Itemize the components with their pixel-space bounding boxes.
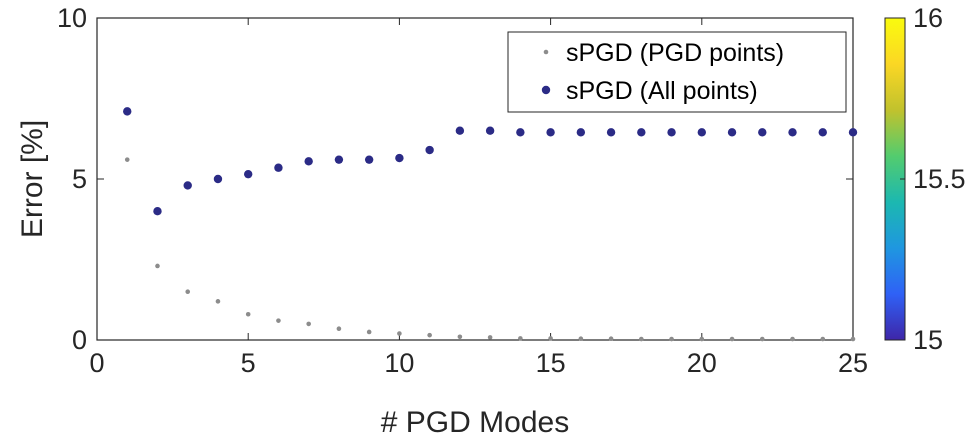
x-tick-label: 25 <box>838 348 868 378</box>
point-series-0 <box>397 331 402 336</box>
point-series-1 <box>516 128 525 137</box>
point-series-0 <box>427 332 432 338</box>
point-series-1 <box>758 128 767 137</box>
colorbar-tick-label: 15 <box>913 325 943 355</box>
point-series-1 <box>244 169 253 179</box>
point-series-1 <box>576 128 586 137</box>
x-axis-label: # PGD Modes <box>381 406 569 439</box>
legend-label: sPGD (PGD points) <box>566 39 784 67</box>
point-series-1 <box>788 128 797 137</box>
point-series-0 <box>518 336 523 341</box>
point-series-1 <box>274 163 283 172</box>
point-series-1 <box>425 145 434 155</box>
point-series-0 <box>457 334 463 340</box>
point-series-1 <box>334 155 344 164</box>
point-series-1 <box>455 126 465 135</box>
colorbar-tick-label: 16 <box>913 3 943 33</box>
point-series-0 <box>699 336 705 342</box>
point-series-1 <box>848 128 858 137</box>
point-series-1 <box>213 174 223 184</box>
point-series-1 <box>697 128 706 137</box>
point-series-1 <box>485 126 495 135</box>
y-tick-label: 0 <box>72 325 87 355</box>
point-series-1 <box>364 155 374 164</box>
legend-label: sPGD (All points) <box>566 77 758 105</box>
point-series-0 <box>759 336 765 342</box>
point-series-0 <box>215 299 221 304</box>
y-axis-label: Error [%] <box>16 120 49 238</box>
legend-marker <box>543 49 549 55</box>
legend-box <box>507 31 847 113</box>
point-series-1 <box>304 157 313 166</box>
point-series-1 <box>727 128 737 137</box>
legend: sPGD (PGD points) sPGD (All points) <box>507 31 847 113</box>
point-series-0 <box>336 326 342 332</box>
point-series-1 <box>667 128 676 137</box>
point-series-1 <box>183 181 192 190</box>
y-tick-label: 5 <box>72 164 87 194</box>
point-series-0 <box>124 157 130 162</box>
y-tick-label: 10 <box>57 3 87 33</box>
point-series-0 <box>790 336 795 342</box>
point-series-1 <box>818 128 827 137</box>
point-series-0 <box>548 336 553 341</box>
point-series-0 <box>578 336 584 342</box>
x-tick-label: 20 <box>687 348 717 378</box>
colorbar: 15 15.5 16 <box>884 3 966 355</box>
point-series-1 <box>395 153 404 163</box>
point-series-1 <box>123 107 132 116</box>
point-series-0 <box>245 311 251 317</box>
point-series-1 <box>606 128 616 137</box>
point-series-1 <box>153 207 162 216</box>
point-series-1 <box>637 128 646 137</box>
colorbar-tick-label: 15.5 <box>913 164 966 194</box>
point-series-0 <box>820 336 826 342</box>
point-series-0 <box>487 335 493 340</box>
legend-marker <box>541 85 551 95</box>
point-series-0 <box>306 321 311 327</box>
point-series-0 <box>366 329 372 335</box>
point-series-0 <box>276 318 281 323</box>
point-series-0 <box>669 336 674 342</box>
x-tick-label: 15 <box>536 348 566 378</box>
point-series-0 <box>608 336 614 342</box>
point-series-0 <box>639 336 644 342</box>
point-series-0 <box>185 289 191 295</box>
x-tick-label: 0 <box>89 348 104 378</box>
point-series-0 <box>155 263 160 269</box>
point-series-0 <box>729 336 735 342</box>
point-series-0 <box>850 336 856 342</box>
point-series-1 <box>546 128 555 137</box>
x-tick-label: 10 <box>384 348 414 378</box>
x-tick-label: 5 <box>241 348 256 378</box>
